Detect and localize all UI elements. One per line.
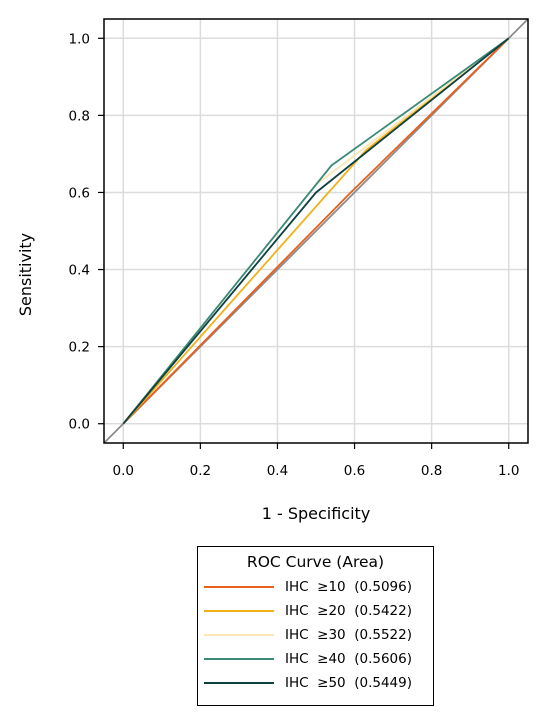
legend-items: IHC ≥10 (0.5096) IHC ≥20 (0.5422) IHC ≥30 … [198, 575, 433, 695]
y-tick-label-2: 0.4 [69, 263, 90, 279]
legend-item-2: IHC ≥30 (0.5522) [198, 623, 433, 647]
legend-label-2: IHC ≥30 (0.5522) [285, 627, 412, 643]
legend-swatch-1 [204, 610, 274, 612]
series-line-3 [122, 37, 510, 425]
y-tick-label-1: 0.2 [69, 340, 90, 356]
x-tick-label-0: 0.0 [113, 463, 134, 479]
legend-swatch-0 [204, 586, 274, 588]
legend-label-0: IHC ≥10 (0.5096) [285, 579, 412, 595]
x-axis-ticks: 0.0 0.2 0.4 0.6 0.8 1.0 [113, 443, 519, 479]
x-axis-label: 1 - Specificity [261, 504, 371, 523]
legend-item-3: IHC ≥40 (0.5606) [198, 647, 433, 671]
x-tick-label-3: 0.6 [344, 463, 365, 479]
y-axis-ticks: 0.0 0.2 0.4 0.6 0.8 1.0 [69, 31, 104, 433]
plot-frame [103, 18, 529, 444]
y-tick-label-4: 0.8 [69, 108, 90, 124]
y-tick-label-3: 0.6 [69, 185, 90, 201]
legend-swatch-3 [204, 658, 274, 660]
legend-swatch-2 [204, 634, 274, 636]
x-tick-label-2: 0.4 [267, 463, 288, 479]
legend: ROC Curve (Area) IHC ≥10 (0.5096) IHC ≥20… [197, 546, 434, 706]
legend-label-3: IHC ≥40 (0.5606) [285, 651, 412, 667]
legend-label-1: IHC ≥20 (0.5422) [285, 603, 412, 619]
series-line-4 [122, 37, 510, 425]
legend-swatch-4 [204, 682, 274, 684]
x-tick-label-4: 0.8 [421, 463, 442, 479]
legend-label-4: IHC ≥50 (0.5449) [285, 675, 412, 691]
legend-title: ROC Curve (Area) [246, 553, 385, 571]
x-tick-label-5: 1.0 [498, 463, 519, 479]
x-tick-label-1: 0.2 [190, 463, 211, 479]
series-line-0 [122, 37, 510, 425]
y-axis-label: Sensitivity [16, 232, 36, 316]
roc-chart: 0.0 0.2 0.4 0.6 0.8 1.0 0.0 0.2 0.4 0.6 0.8 1.0 [69, 18, 529, 479]
legend-item-1: IHC ≥20 (0.5422) [198, 599, 433, 623]
legend-item-4: IHC ≥50 (0.5449) [198, 671, 433, 695]
y-tick-label-0: 0.0 [69, 417, 90, 433]
y-tick-label-5: 1.0 [69, 31, 90, 47]
roc-series [122, 37, 510, 425]
legend-item-0: IHC ≥10 (0.5096) [198, 575, 433, 599]
